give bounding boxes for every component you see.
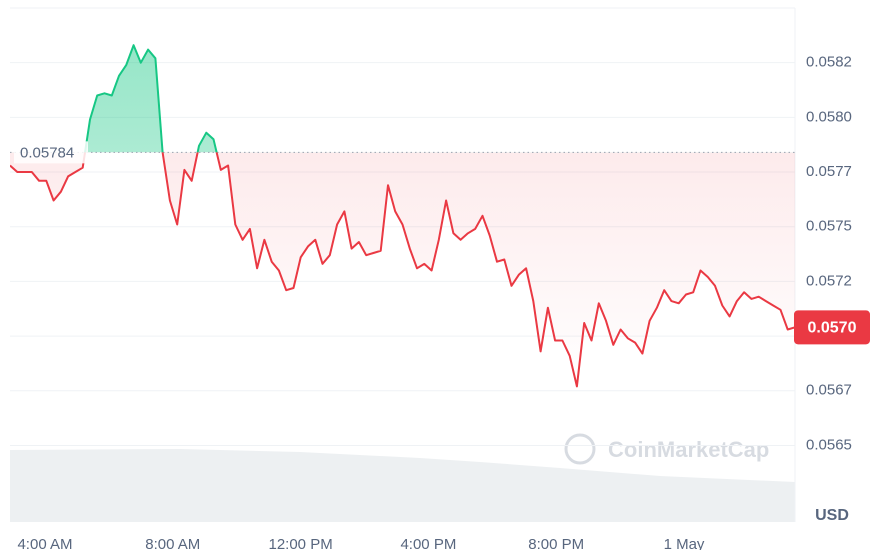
price-line-down <box>10 152 795 388</box>
currency-label: USD <box>815 507 849 524</box>
current-price-label: 0.0570 <box>808 320 857 337</box>
y-tick-label: 0.0582 <box>806 54 852 71</box>
y-tick-label: 0.0565 <box>806 436 852 453</box>
y-tick-label: 0.0580 <box>806 108 852 125</box>
area-up <box>10 45 795 153</box>
watermark: CoinMarketCap <box>564 433 769 465</box>
x-tick-label: 4:00 PM <box>400 536 456 550</box>
price-line-up <box>84 44 218 153</box>
y-tick-label: 0.0577 <box>806 163 852 180</box>
x-tick-label: 8:00 PM <box>528 536 584 550</box>
x-tick-label: 4:00 AM <box>17 536 72 550</box>
current-price-badge <box>794 310 870 345</box>
reference-label-bg <box>14 141 88 164</box>
y-tick-label: 0.0567 <box>806 382 852 399</box>
area-down <box>10 152 795 387</box>
volume-area <box>10 449 795 522</box>
watermark-text: CoinMarketCap <box>608 437 769 462</box>
y-tick-label: 0.0572 <box>806 272 852 289</box>
watermark-logo <box>564 433 596 465</box>
x-tick-label: 1 May <box>664 536 705 550</box>
y-tick-label: 0.0575 <box>806 218 852 235</box>
x-tick-label: 12:00 PM <box>268 536 332 550</box>
x-tick-label: 8:00 AM <box>145 536 200 550</box>
reference-label: 0.05784 <box>20 144 74 161</box>
